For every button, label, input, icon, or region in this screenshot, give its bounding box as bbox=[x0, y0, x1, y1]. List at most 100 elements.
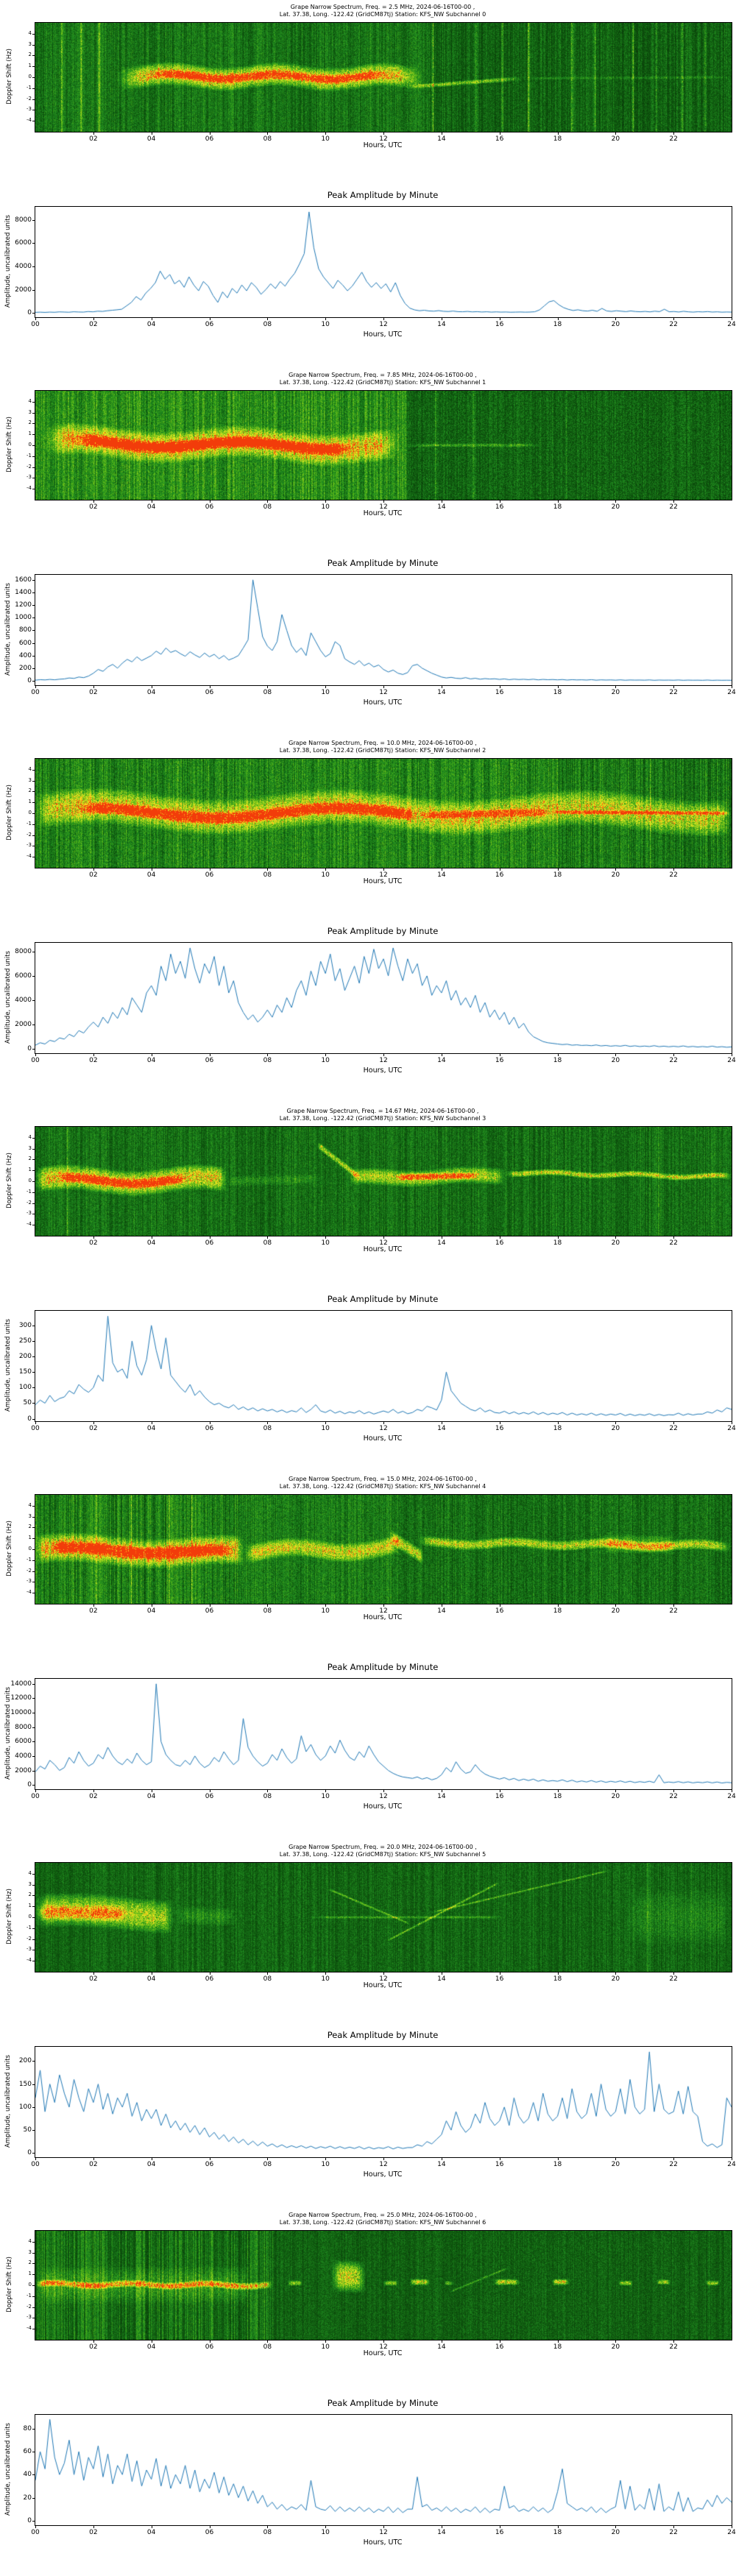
x-tick-label: 20 bbox=[611, 1607, 620, 1615]
y-tick-label: 2 bbox=[28, 420, 32, 426]
x-tick-label: 16 bbox=[495, 871, 504, 879]
x-tick-label: 02 bbox=[89, 871, 98, 879]
y-tick-label: 4 bbox=[28, 2237, 32, 2244]
x-tick-label: 20 bbox=[611, 321, 620, 328]
plot-area bbox=[35, 1494, 732, 1604]
x-tick-label: 14 bbox=[437, 321, 446, 328]
y-tick-mark bbox=[32, 2285, 35, 2286]
plot-area bbox=[35, 2230, 732, 2340]
x-tick-label: 24 bbox=[727, 689, 736, 696]
y-tick-mark bbox=[32, 313, 35, 314]
y-tick-mark bbox=[32, 2263, 35, 2265]
y-tick-label: 8000 bbox=[15, 1723, 32, 1731]
x-tick-label: 16 bbox=[495, 321, 504, 328]
y-tick-mark bbox=[32, 1340, 35, 1342]
y-tick-mark bbox=[32, 1906, 35, 1908]
x-tick-label: 18 bbox=[553, 2161, 562, 2168]
y-tick-mark bbox=[32, 1884, 35, 1886]
y-tick-mark bbox=[32, 1741, 35, 1743]
x-tick-mark bbox=[673, 1972, 675, 1975]
y-tick-label: 1 bbox=[28, 1167, 32, 1173]
x-tick-mark bbox=[93, 1054, 94, 1056]
y-tick-label: 0 bbox=[28, 810, 32, 815]
y-tick-mark bbox=[32, 579, 35, 581]
x-tick-label: 16 bbox=[495, 503, 504, 511]
x-tick-label: 20 bbox=[611, 503, 620, 511]
x-tick-label: 04 bbox=[146, 135, 156, 143]
spectrogram-panel-subchannel-6: Grape Narrow Spectrum, Freq. = 25.0 MHz,… bbox=[0, 2208, 736, 2392]
x-tick-mark bbox=[383, 132, 384, 135]
x-tick-label: 18 bbox=[553, 689, 562, 696]
x-tick-mark bbox=[325, 1972, 327, 1975]
x-tick-label: 22 bbox=[669, 871, 678, 879]
x-tick-mark bbox=[267, 1790, 269, 1792]
x-tick-mark bbox=[93, 2158, 94, 2160]
y-tick-label: 0 bbox=[28, 1178, 32, 1183]
chart-title-line2: Lat. 37.38, Long. -122.42 (GridCM87tj) S… bbox=[279, 378, 486, 386]
x-tick-mark bbox=[325, 500, 327, 503]
chart-title-line2: Lat. 37.38, Long. -122.42 (GridCM87tj) S… bbox=[279, 1482, 486, 1490]
x-tick-label: 22 bbox=[669, 1425, 678, 1432]
x-tick-mark bbox=[93, 2340, 94, 2343]
x-tick-mark bbox=[267, 1422, 269, 1424]
x-tick-label: 12 bbox=[379, 1239, 388, 1247]
amplitude-panel-subchannel-4: Peak Amplitude by Minute Amplitude, unca… bbox=[0, 1656, 736, 1840]
x-tick-label: 10 bbox=[321, 321, 330, 328]
x-tick-label: 16 bbox=[495, 1239, 504, 1247]
x-tick-label: 08 bbox=[263, 871, 272, 879]
y-tick-mark bbox=[32, 2274, 35, 2276]
y-axis-label: Amplitude, uncalibrated units bbox=[4, 215, 12, 308]
y-tick-mark bbox=[32, 643, 35, 644]
x-tick-label: 12 bbox=[379, 2161, 388, 2168]
x-tick-mark bbox=[325, 2526, 327, 2528]
x-tick-mark bbox=[615, 132, 617, 135]
y-tick-mark bbox=[32, 1785, 35, 1786]
y-tick-label: 1 bbox=[28, 431, 32, 437]
x-tick-label: 04 bbox=[146, 1607, 156, 1615]
y-tick-label: 200 bbox=[18, 2057, 32, 2065]
chart-title: Peak Amplitude by Minute bbox=[327, 1662, 439, 1672]
x-tick-label: 10 bbox=[321, 689, 330, 696]
x-tick-label: 06 bbox=[205, 689, 214, 696]
x-tick-label: 04 bbox=[146, 1057, 156, 1064]
y-tick-mark bbox=[32, 2497, 35, 2499]
x-tick-label: 08 bbox=[263, 689, 272, 696]
x-tick-label: 22 bbox=[669, 1607, 678, 1615]
y-tick-mark bbox=[32, 605, 35, 606]
y-tick-label: 4 bbox=[28, 1501, 32, 1508]
y-tick-label: 0 bbox=[27, 309, 32, 316]
x-tick-label: 02 bbox=[89, 1975, 98, 1983]
x-tick-label: 20 bbox=[611, 1057, 620, 1064]
y-tick-mark bbox=[32, 769, 35, 771]
y-tick-label: 3 bbox=[28, 40, 32, 47]
y-tick-mark bbox=[32, 2061, 35, 2062]
y-tick-mark bbox=[32, 1928, 35, 1929]
x-tick-mark bbox=[383, 868, 384, 871]
x-tick-label: 16 bbox=[495, 1057, 504, 1064]
x-tick-label: 18 bbox=[553, 1239, 562, 1247]
x-tick-label: 02 bbox=[89, 135, 98, 143]
chart-title-line2: Lat. 37.38, Long. -122.42 (GridCM87tj) S… bbox=[279, 1850, 486, 1858]
chart-title: Grape Narrow Spectrum, Freq. = 25.0 MHz,… bbox=[35, 2212, 731, 2226]
x-axis-label: Hours, UTC bbox=[363, 1802, 403, 1811]
y-tick-label: -3 bbox=[26, 474, 32, 481]
x-tick-label: 08 bbox=[263, 2161, 272, 2168]
x-tick-label: 04 bbox=[146, 2529, 156, 2536]
y-tick-label: 1 bbox=[28, 1535, 32, 1541]
chart-title: Peak Amplitude by Minute bbox=[327, 558, 439, 568]
x-tick-label: 02 bbox=[89, 1425, 98, 1432]
x-tick-mark bbox=[267, 868, 269, 871]
y-tick-label: 1200 bbox=[15, 601, 32, 609]
x-tick-label: 06 bbox=[205, 871, 214, 879]
x-tick-label: 02 bbox=[89, 2161, 98, 2168]
x-tick-label: 20 bbox=[611, 1793, 620, 1800]
y-tick-mark bbox=[32, 2428, 35, 2430]
x-tick-mark bbox=[267, 1236, 269, 1239]
x-tick-label: 08 bbox=[263, 1607, 272, 1615]
y-tick-label: 0 bbox=[27, 2516, 32, 2524]
chart-title-line2: Lat. 37.38, Long. -122.42 (GridCM87tj) S… bbox=[279, 2218, 486, 2226]
line-chart-canvas bbox=[35, 575, 732, 685]
x-tick-label: 18 bbox=[553, 2529, 562, 2536]
x-tick-label: 16 bbox=[495, 1425, 504, 1432]
